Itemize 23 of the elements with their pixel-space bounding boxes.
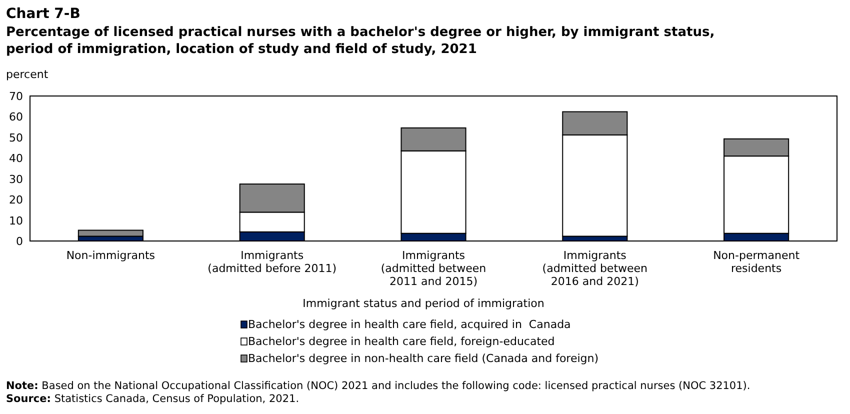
y-tick-label: 20 <box>9 194 23 207</box>
x-tick-label: Non-permanent residents <box>713 249 800 275</box>
legend-label: Bachelor's degree in health care field, acquired in Canada <box>248 318 571 331</box>
x-tick-label: Immigrants (admitted before 2011) <box>208 249 337 275</box>
x-axis-title: Immigrant status and period of immigration <box>302 297 544 310</box>
y-tick-label: 0 <box>16 235 23 248</box>
x-tick-label: Immigrants (admitted between 2011 and 2015) <box>380 249 486 288</box>
bar <box>78 230 144 237</box>
y-tick-label: 40 <box>9 152 23 166</box>
chart-title: Chart 7-B <box>6 6 80 22</box>
x-tick-label: Non-immigrants <box>66 249 156 262</box>
y-tick-label: 70 <box>9 90 23 103</box>
y-tick-label: 60 <box>9 110 23 124</box>
y-axis-title: percent <box>6 68 49 81</box>
chart-subtitle: Percentage of licensed practical nurses with a bachelor's degree or higher, by immigrant status, period of immigration, location of study and field of study, 2021 <box>6 25 715 57</box>
y-tick-label: 10 <box>9 214 23 228</box>
y-tick-label: 30 <box>9 172 23 186</box>
source-note: Source: Statistics Canada, Census of Population, 2021. <box>6 393 300 405</box>
y-tick-label: 50 <box>9 131 23 144</box>
text: Note: Based on the National Occupational Classification (NOC) 2021 and includes the following code: licensed practical nurses (NOC 32101). <box>6 380 750 392</box>
legend-label: Bachelor's degree in non-health care field (Canada and foreign) <box>248 352 599 365</box>
x-tick-label: Immigrants (admitted between 2016 and 2021) <box>542 249 648 288</box>
legend-label: Bachelor's degree in health care field, foreign-educated <box>248 335 555 348</box>
